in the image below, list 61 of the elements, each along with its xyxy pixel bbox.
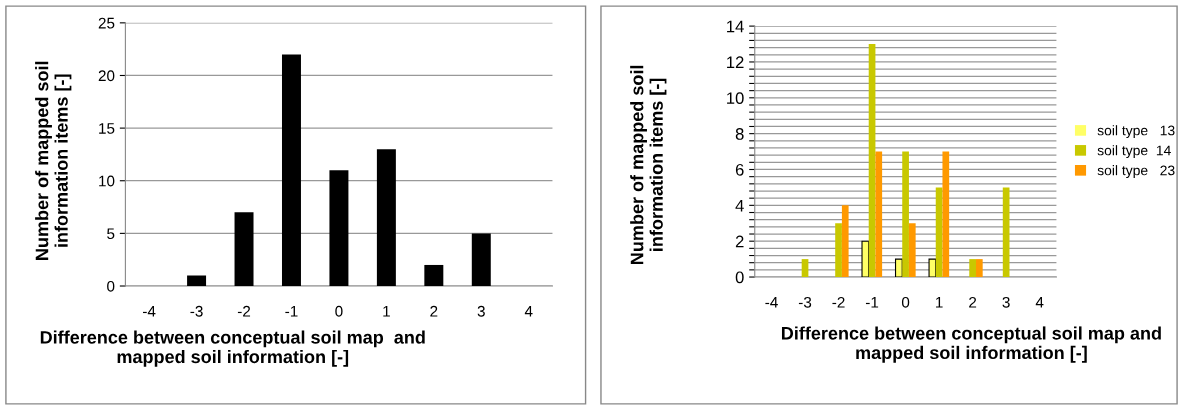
bar	[281, 54, 301, 287]
bar	[835, 223, 842, 278]
bar	[234, 212, 254, 287]
x-axis-title: Difference between conceptual soil map and mapped soil information [-]	[40, 330, 425, 367]
y-tick-label: 10	[727, 92, 744, 105]
bar	[969, 259, 976, 278]
y-tick-label: 14	[727, 20, 744, 33]
bar	[928, 258, 937, 278]
bar	[902, 151, 909, 278]
bar	[841, 205, 849, 278]
y-tick-label: 5	[107, 228, 115, 240]
x-tick-label: 3	[477, 305, 485, 317]
y-tick-label: 6	[735, 163, 744, 176]
bar	[908, 223, 916, 278]
x-tick-label: -1	[865, 297, 879, 308]
bar	[861, 240, 870, 278]
y-axis-title: Number of mapped soil information items [-]	[35, 61, 72, 260]
bar	[935, 187, 943, 278]
x-tick-label: 3	[1002, 296, 1010, 308]
x-tick-label: -3	[190, 305, 203, 317]
bar	[1002, 187, 1010, 278]
y-tick-label: 12	[727, 56, 744, 68]
x-tick-label: 1	[383, 306, 390, 317]
x-tick-label: 1	[936, 297, 943, 308]
x-tick-label: 4	[1035, 297, 1044, 308]
x-tick-label: 2	[430, 305, 438, 317]
legend-label: soil type 23	[1097, 165, 1175, 179]
y-tick-label: 4	[735, 199, 744, 212]
x-tick-label: 0	[901, 296, 910, 308]
x-tick-label: -1	[285, 306, 298, 317]
bar	[942, 151, 950, 278]
x-tick-label: -4	[143, 306, 156, 317]
legend-label: soil type 13	[1097, 125, 1175, 139]
y-tick-label: 0	[735, 271, 744, 284]
x-tick-label: 0	[335, 305, 343, 317]
bar	[376, 149, 396, 287]
x-tick-label: -2	[237, 305, 251, 317]
y-tick-label: 10	[99, 175, 115, 187]
bar	[471, 233, 491, 287]
x-tick-label: 4	[524, 306, 533, 317]
legend-label: soil type 14	[1097, 145, 1171, 159]
bar	[424, 264, 444, 287]
x-axis-title: Difference between conceptual soil map and mapped soil information [-]	[781, 326, 1161, 363]
bar	[187, 275, 207, 287]
bar	[868, 44, 876, 278]
x-tick-label: -4	[765, 297, 778, 308]
x-tick-label: -3	[798, 296, 812, 308]
bar	[975, 259, 983, 278]
bar	[329, 170, 349, 287]
x-tick-label: 2	[969, 296, 977, 308]
bar	[801, 259, 809, 278]
y-tick-label: 8	[735, 128, 744, 140]
y-axis-title: Number of mapped soil information items [-]	[630, 65, 667, 264]
y-tick-label: 20	[98, 70, 115, 82]
y-tick-label: 15	[99, 123, 115, 134]
bar	[875, 151, 883, 278]
y-tick-label: 25	[98, 17, 115, 29]
y-tick-label: 0	[107, 280, 115, 292]
bar	[894, 258, 903, 278]
y-tick-label: 2	[735, 235, 744, 248]
x-tick-label: -2	[832, 296, 845, 308]
